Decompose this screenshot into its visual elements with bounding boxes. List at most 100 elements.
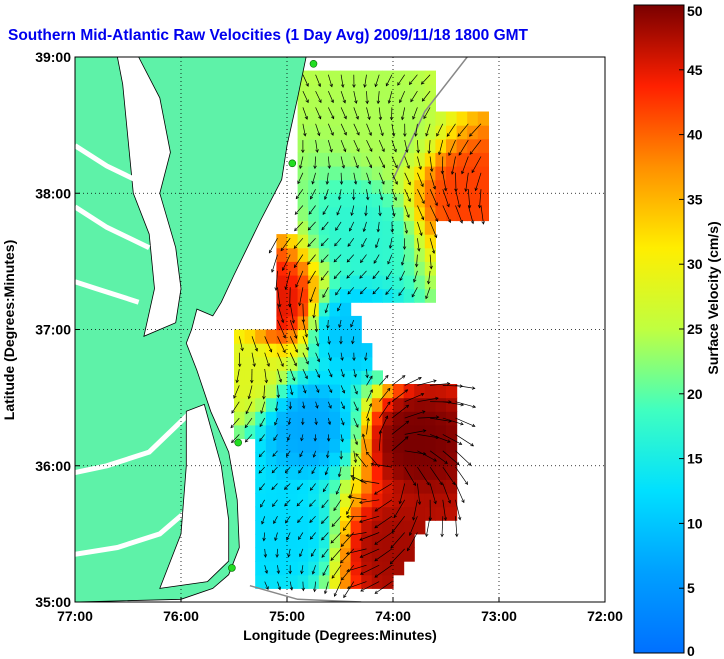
velocity-cell (318, 424, 330, 440)
velocity-cell (318, 125, 330, 140)
velocity-cell (350, 84, 362, 99)
velocity-arrow (294, 221, 304, 232)
velocity-cell (382, 125, 394, 140)
velocity-arrow (346, 564, 367, 573)
velocity-cell (435, 206, 447, 222)
velocity-arrow (320, 270, 329, 281)
velocity-cell (297, 384, 309, 399)
velocity-arrow (375, 238, 380, 249)
velocity-cell (308, 479, 320, 494)
velocity-arrow (429, 172, 437, 190)
velocity-arrow (374, 581, 393, 594)
velocity-cell (265, 493, 277, 508)
velocity-cell (318, 234, 330, 249)
colorbar-tick-label: 0 (687, 643, 695, 659)
velocity-arrow (263, 548, 268, 558)
velocity-cell (382, 193, 394, 208)
velocity-arrow (372, 287, 380, 295)
velocity-arrow (413, 270, 418, 283)
velocity-arrow (302, 368, 308, 380)
velocity-arrow (330, 532, 342, 544)
velocity-arrow (360, 254, 367, 264)
velocity-arrow (366, 172, 372, 185)
velocity-cell (350, 574, 362, 589)
y-tick-label: 35:00 (35, 594, 71, 610)
velocity-arrow (417, 221, 423, 237)
velocity-arrow (398, 287, 405, 297)
velocity-cell (350, 70, 362, 85)
velocity-arrow (345, 514, 367, 519)
velocity-cell (424, 261, 436, 276)
velocity-cell (318, 452, 330, 467)
velocity-cell (393, 220, 405, 235)
velocity-arrow (429, 205, 439, 223)
velocity-cell (350, 261, 362, 276)
velocity-arrow (366, 123, 372, 136)
velocity-cell (435, 111, 447, 126)
velocity-arrow (391, 515, 405, 534)
velocity-arrow (361, 238, 367, 248)
velocity-arrow (321, 221, 329, 231)
velocity-cell (350, 438, 362, 453)
velocity-arrow (366, 156, 373, 169)
velocity-cell (255, 520, 267, 535)
velocity-cell (350, 547, 362, 562)
velocity-cell (382, 493, 394, 508)
velocity-arrow (340, 401, 345, 410)
velocity-cell (318, 561, 330, 576)
velocity-cell (244, 329, 256, 344)
velocity-cell (393, 465, 405, 480)
velocity-arrow (386, 270, 393, 281)
velocity-arrow (277, 352, 284, 367)
velocity-cell (265, 384, 277, 399)
velocity-arrow (320, 254, 329, 264)
velocity-arrow (337, 189, 342, 201)
velocity-arrow (313, 156, 317, 170)
velocity-cell (297, 193, 309, 208)
velocity-arrow (352, 74, 356, 88)
velocity-cell (382, 479, 394, 494)
velocity-arrow (300, 565, 304, 575)
velocity-arrow (403, 123, 407, 137)
velocity-cell (318, 397, 330, 412)
velocity-cell (297, 561, 309, 576)
velocity-arrow (400, 107, 406, 121)
velocity-cell (318, 384, 330, 399)
velocity-cell (329, 315, 341, 331)
velocity-cell (361, 138, 373, 153)
velocity-cell (297, 125, 309, 140)
velocity-arrow (312, 303, 316, 319)
velocity-arrow (327, 156, 332, 170)
velocity-cell (350, 356, 362, 371)
velocity-cell (403, 152, 415, 167)
velocity-cell (477, 193, 489, 208)
velocity-cell (308, 125, 320, 140)
velocity-arrow (359, 287, 367, 295)
velocity-cell (340, 356, 352, 371)
velocity-arrow (297, 172, 304, 185)
velocity-arrow (261, 516, 266, 525)
velocity-cell (308, 506, 320, 521)
velocity-arrow (469, 139, 482, 155)
velocity-arrow (378, 205, 382, 217)
velocity-cell (276, 315, 288, 331)
velocity-cell (403, 411, 415, 426)
velocity-cell (318, 111, 330, 126)
velocity-cell (371, 438, 383, 453)
velocity-cell (276, 411, 288, 426)
velocity-cell (318, 533, 330, 549)
velocity-cell (255, 343, 267, 358)
radar-station-marker (309, 59, 318, 68)
velocity-arrow (353, 385, 358, 395)
velocity-arrow (364, 352, 368, 362)
velocity-cell (265, 411, 277, 426)
velocity-arrow (244, 434, 253, 443)
velocity-cell (414, 220, 426, 235)
velocity-arrow (374, 548, 393, 562)
velocity-arrow (417, 466, 430, 486)
velocity-arrow (455, 417, 476, 428)
velocity-cell (446, 438, 458, 453)
velocity-cell (424, 275, 436, 290)
velocity-cell (477, 138, 489, 153)
velocity-cell (308, 438, 320, 453)
